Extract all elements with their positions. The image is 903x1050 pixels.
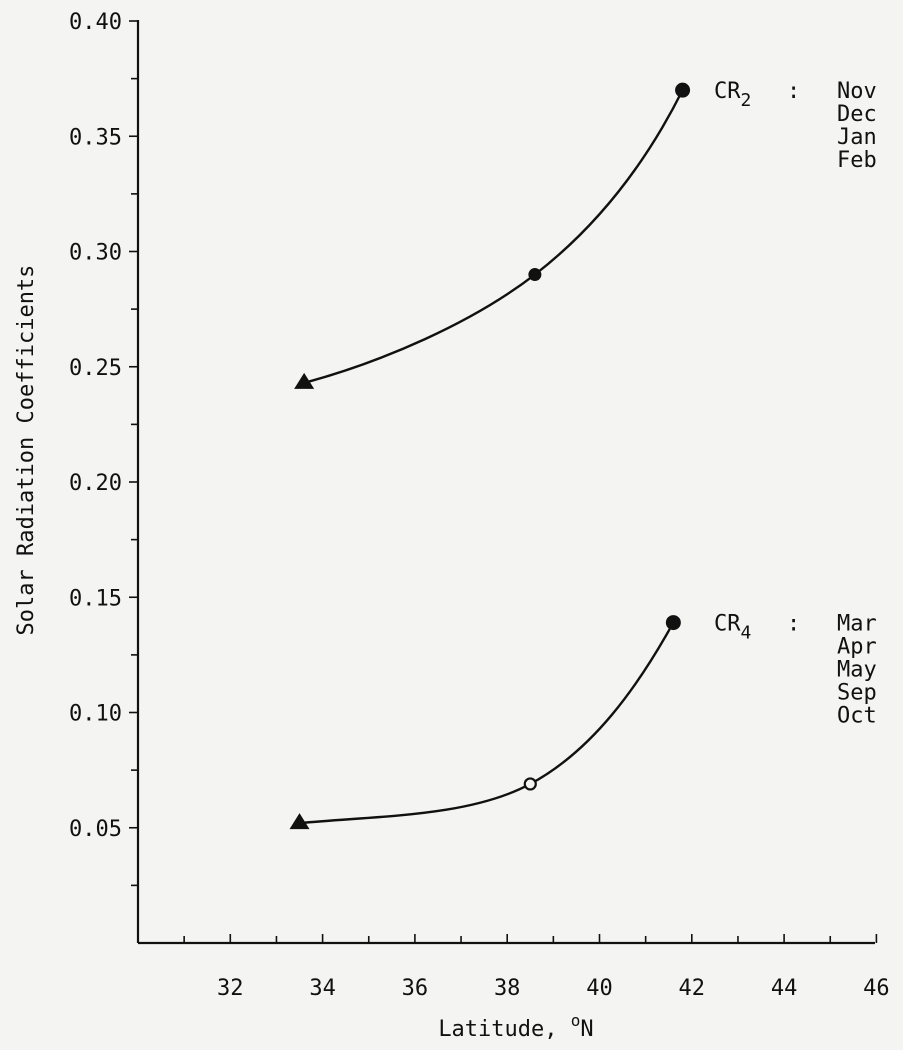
series-label-main: CR: [714, 612, 741, 637]
x-tick-label: 40: [586, 976, 613, 1001]
series-label-separator: :: [787, 79, 800, 104]
x-tick-label: 44: [771, 976, 798, 1001]
month-label: May: [837, 658, 877, 683]
y-tick-label: 0.40: [69, 10, 122, 35]
x-tick-label: 46: [863, 976, 890, 1001]
series-label-separator: :: [787, 612, 800, 637]
month-label: Sep: [837, 681, 877, 706]
x-tick-label: 32: [217, 976, 244, 1001]
y-tick-label: 0.15: [69, 586, 122, 611]
series-label-cr4: CR4: [714, 612, 751, 644]
data-point-circle: [528, 268, 542, 282]
series-layer: [289, 82, 691, 830]
ticks: 32 34 36 38 40 42 44 460.050.100.150.200.250.30…: [69, 10, 890, 1001]
series-line-cr2: [303, 89, 684, 385]
month-label: Nov: [837, 79, 877, 104]
series-label-main: CR: [714, 79, 741, 104]
series-label-cr2: CR2: [714, 79, 751, 111]
y-tick-label: 0.30: [69, 241, 122, 266]
month-label: Oct: [837, 704, 877, 729]
y-tick-label: 0.10: [69, 702, 122, 727]
y-tick-label: 0.25: [69, 356, 122, 381]
data-point-circle: [665, 615, 681, 631]
series-label-subscript: 2: [741, 90, 752, 111]
data-point-triangle: [294, 372, 315, 389]
month-label: Feb: [837, 148, 877, 173]
x-tick-label: 38: [494, 976, 521, 1001]
x-tick-label: 42: [679, 976, 706, 1001]
x-tick-label: 34: [309, 976, 336, 1001]
y-axis-title: Solar Radiation Coefficients: [14, 265, 39, 636]
x-axis-title-text: Latitude,: [438, 1017, 557, 1042]
series-line-cr4: [299, 622, 675, 825]
axes: [136, 20, 875, 945]
y-tick-label: 0.20: [69, 471, 122, 496]
month-label: Apr: [837, 635, 877, 660]
month-label: Jan: [837, 125, 877, 150]
data-point-triangle: [289, 813, 310, 830]
month-label: Mar: [837, 612, 877, 637]
x-tick-label: 36: [402, 976, 429, 1001]
y-tick-label: 0.35: [69, 125, 122, 150]
data-point-circle: [675, 82, 691, 98]
series-label-subscript: 4: [741, 623, 752, 644]
y-tick-label: 0.05: [69, 817, 122, 842]
x-axis-unit: N: [580, 1017, 593, 1042]
x-axis-unit-degree: o: [571, 1011, 581, 1030]
x-axis-title: Latitude, oN: [438, 1011, 593, 1042]
month-label: Dec: [837, 102, 877, 127]
data-point-open-circle: [523, 777, 537, 791]
